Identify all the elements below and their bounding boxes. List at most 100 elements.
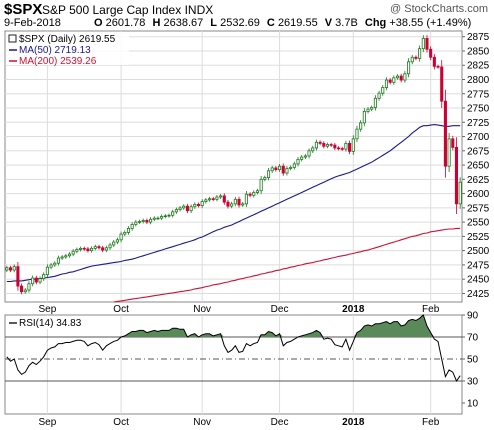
candle-body xyxy=(178,207,182,210)
candle-body xyxy=(325,144,330,147)
candle-body xyxy=(333,144,337,149)
candle-body xyxy=(160,216,164,219)
rsi-legend-box xyxy=(7,316,85,329)
price-y-tick-label: 2725 xyxy=(467,118,490,129)
candle-body xyxy=(145,220,149,223)
rsi-x-tick-label: Oct xyxy=(113,417,129,428)
candle-body xyxy=(93,246,97,249)
candle-body xyxy=(440,66,444,102)
rsi-line xyxy=(6,314,461,383)
candle-body xyxy=(86,248,90,252)
quote-date: 9-Feb-2018 xyxy=(4,17,61,29)
candle-body xyxy=(303,155,307,158)
candle-body xyxy=(410,56,414,63)
candle-body xyxy=(237,198,241,206)
candle-body xyxy=(425,38,429,50)
price-y-tick-label: 2575 xyxy=(467,203,490,214)
candle-body xyxy=(215,196,219,200)
candle-body xyxy=(252,192,256,196)
candle-body xyxy=(134,221,138,225)
rsi-y-tick-label: 90 xyxy=(467,311,479,322)
candle-body xyxy=(244,193,248,205)
rsi-x-tick-label: Dec xyxy=(271,417,289,428)
price-y-tick-label: 2650 xyxy=(467,161,490,172)
candle-body xyxy=(20,285,24,293)
candle-body xyxy=(196,204,201,206)
close-value: 2619.55 xyxy=(277,17,318,29)
candle-body xyxy=(156,217,160,220)
candle-body xyxy=(182,205,186,209)
price-y-tick-label: 2625 xyxy=(467,175,490,186)
candle-body xyxy=(167,214,171,217)
price-x-tick-label: Dec xyxy=(271,304,289,315)
candle-body xyxy=(64,255,68,258)
watermark: @ StockCharts.com xyxy=(390,3,488,15)
rsi-x-tick-label: Nov xyxy=(193,417,211,428)
price-legend-box xyxy=(7,32,129,65)
candle-body xyxy=(370,107,374,110)
candle-body xyxy=(71,250,75,255)
price-x-tick-label: Feb xyxy=(422,304,440,315)
candle-body xyxy=(300,156,304,160)
price-x-tick-label: Sep xyxy=(38,304,56,315)
candle-body xyxy=(255,190,259,193)
legend-price: $SPX (Daily) 2619.55 xyxy=(19,34,116,45)
candle-body xyxy=(123,231,127,235)
candle-body xyxy=(38,278,42,283)
candle-body xyxy=(388,79,392,83)
candle-body xyxy=(407,61,411,75)
low-value: 2532.69 xyxy=(220,17,260,29)
candle-body xyxy=(392,77,396,83)
candle-body xyxy=(259,178,263,192)
candle-body xyxy=(130,224,134,229)
candle-body xyxy=(67,253,72,257)
candle-body xyxy=(248,193,252,196)
candle-body xyxy=(53,262,57,266)
candle-body xyxy=(137,221,142,223)
candle-body xyxy=(278,165,282,171)
candle-body xyxy=(23,289,27,293)
candle-body xyxy=(289,166,293,169)
candle-body xyxy=(285,168,289,174)
candle-body xyxy=(5,267,9,271)
rsi-y-tick-label: 10 xyxy=(467,399,479,410)
candle-body xyxy=(108,244,112,249)
candle-body xyxy=(274,167,278,171)
candle-body xyxy=(56,257,60,264)
price-x-tick-label: 2018 xyxy=(342,304,365,315)
candle-body xyxy=(27,283,31,291)
candle-body xyxy=(149,218,153,223)
candle-body xyxy=(418,48,422,59)
volume-value: 3.7B xyxy=(335,17,358,29)
candle-body xyxy=(49,264,53,268)
price-y-tick-label: 2875 xyxy=(467,32,490,43)
candle-body xyxy=(311,147,315,152)
candle-body xyxy=(399,75,403,81)
candle-body xyxy=(82,247,86,250)
candle-body xyxy=(31,277,35,285)
candle-body xyxy=(208,198,212,201)
candle-body xyxy=(226,201,230,207)
candle-body xyxy=(340,148,344,150)
price-y-tick-label: 2525 xyxy=(467,232,490,243)
rsi-y-tick-label: 30 xyxy=(467,377,479,388)
candle-body xyxy=(292,163,296,168)
price-panel xyxy=(4,30,463,303)
candle-body xyxy=(79,247,83,250)
candle-body xyxy=(174,209,178,213)
candle-body xyxy=(307,150,311,157)
ohlc-readout: O 2601.78 H 2638.67 L 2532.69 C 2619.55 … xyxy=(94,17,472,29)
price-y-tick-label: 2550 xyxy=(467,218,490,229)
candle-body xyxy=(403,73,407,81)
exchange: INDX xyxy=(184,3,214,17)
candle-body xyxy=(189,206,193,212)
candle-body xyxy=(451,138,455,148)
candle-body xyxy=(322,142,326,147)
rsi-x-tick-label: 2018 xyxy=(342,417,365,428)
candle-body xyxy=(351,138,355,152)
candle-body xyxy=(200,201,204,206)
candle-body xyxy=(348,142,352,152)
legend-swatch-price xyxy=(8,34,17,43)
candle-body xyxy=(45,266,49,276)
